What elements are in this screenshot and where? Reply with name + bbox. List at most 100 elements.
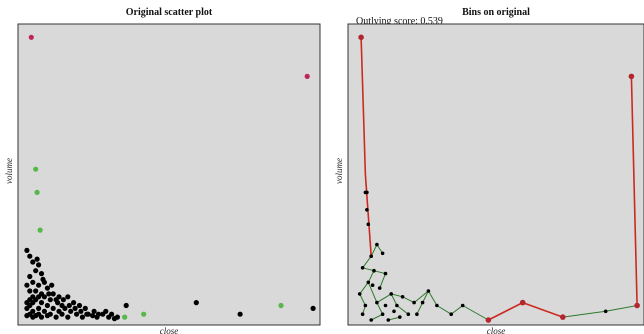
normal-data-point [310, 305, 316, 311]
mst-edge [362, 255, 372, 269]
bin-node [365, 208, 369, 212]
normal-data-point [24, 247, 30, 253]
normal-data-point [193, 300, 199, 306]
outlier-edge [364, 174, 372, 257]
normal-data-point [84, 311, 90, 317]
normal-data-point [24, 305, 30, 311]
normal-data-point [53, 314, 59, 320]
left-chart-title: Original scatter plot [126, 7, 213, 18]
normal-data-point [33, 288, 39, 294]
normal-data-point [49, 282, 55, 288]
normal-data-point [44, 313, 51, 319]
normal-data-point [78, 308, 84, 314]
normal-data-point [30, 279, 36, 285]
mst-edge [427, 290, 438, 306]
normal-data-point [114, 314, 120, 320]
mst-edge [373, 270, 386, 275]
mst-edge [562, 310, 606, 318]
normal-data-point [27, 253, 33, 259]
bin-node [380, 312, 385, 317]
outlier-data-point [28, 34, 34, 40]
mst-edge [388, 316, 400, 321]
normal-data-point [41, 294, 48, 300]
normal-data-point [72, 305, 78, 311]
bin-node [363, 303, 368, 308]
bin-node [377, 286, 382, 290]
mst-edge [376, 293, 392, 304]
right-graph-nodes [357, 34, 640, 323]
mst-edge [422, 290, 429, 303]
right-panel: Bins on original Outlying score: 0.539 v… [334, 7, 644, 334]
bin-node [360, 312, 365, 317]
flagged-data-point [278, 302, 284, 309]
normal-data-point [237, 311, 243, 317]
outlying-score-label: Outlying score: 0.539 [356, 16, 443, 27]
normal-data-point [109, 311, 115, 317]
bin-node [369, 318, 374, 322]
outlier-bin-node [628, 73, 635, 80]
flagged-data-point [37, 227, 43, 233]
normal-data-point [79, 314, 85, 320]
right-graph-edges [359, 37, 638, 321]
normal-data-point [38, 300, 45, 306]
normal-data-point [95, 311, 102, 317]
mst-edge [390, 293, 398, 306]
flagged-data-point [34, 189, 40, 195]
outlier-edge [630, 76, 638, 306]
outlier-bin-node [519, 299, 526, 306]
bin-node [375, 242, 379, 247]
outlier-edge [488, 301, 524, 321]
normal-data-point [65, 294, 71, 300]
mst-edge [379, 273, 386, 289]
bin-node [449, 312, 454, 317]
bin-node [460, 303, 465, 308]
normal-data-point [47, 297, 53, 303]
normal-data-point [36, 262, 42, 268]
normal-data-point [76, 302, 83, 309]
mst-edge [416, 302, 424, 315]
bin-node [380, 251, 385, 256]
normal-data-point [60, 297, 66, 303]
bin-node [395, 303, 399, 308]
flagged-data-point [141, 311, 147, 317]
normal-data-point [24, 313, 30, 319]
normal-data-point [41, 308, 48, 314]
mst-edge [370, 244, 378, 257]
mst-edge [450, 305, 464, 315]
right-chart-title: Bins on original [462, 7, 530, 18]
mst-edge [359, 282, 369, 295]
bin-node [375, 300, 379, 305]
mst-edge [402, 296, 415, 304]
bin-node [360, 266, 365, 270]
bin-node [383, 303, 388, 308]
normal-data-point [50, 305, 56, 311]
mst-edge [391, 293, 403, 298]
normal-data-point [36, 282, 42, 288]
outlier-edge [360, 37, 367, 176]
outlier-data-point [304, 73, 310, 79]
left-scatter-points [24, 34, 316, 322]
mst-edge [605, 305, 638, 312]
normal-data-point [27, 288, 33, 294]
mst-edge [436, 305, 452, 315]
bin-node [426, 289, 431, 293]
bin-node [389, 292, 394, 296]
normal-data-point [38, 314, 45, 320]
normal-data-point [33, 268, 39, 274]
normal-data-point [46, 291, 52, 297]
bin-node [365, 190, 369, 195]
normal-data-point [27, 273, 33, 280]
normal-data-point [30, 259, 36, 265]
normal-data-point [38, 271, 45, 277]
right-y-axis-label: volume [334, 158, 344, 184]
bin-node [369, 254, 374, 258]
bin-node [420, 300, 425, 305]
normal-data-point [66, 302, 72, 309]
normal-data-point [30, 314, 36, 320]
bin-node [435, 303, 439, 308]
normal-data-point [74, 311, 80, 317]
right-plot-area [347, 23, 644, 326]
mst-edge [396, 305, 409, 315]
flagged-data-point [33, 166, 39, 172]
